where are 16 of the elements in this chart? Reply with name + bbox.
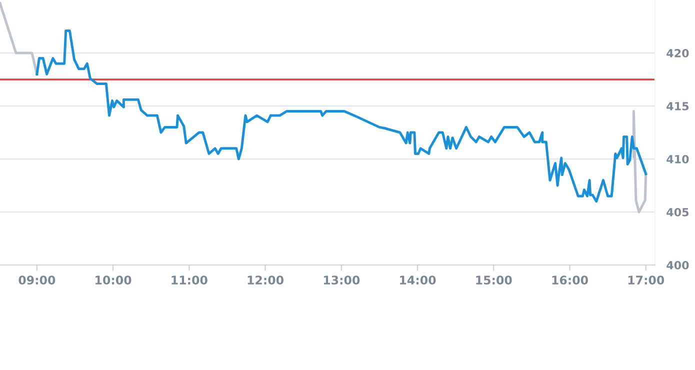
x-tick-label: 15:00 xyxy=(476,276,512,285)
line-series xyxy=(36,29,648,203)
x-tick-label: 09:00 xyxy=(18,276,56,285)
x-tick-label: 12:00 xyxy=(248,276,284,285)
x-tick-label: 10:00 xyxy=(96,276,132,285)
x-tick-label: 17:00 xyxy=(628,276,664,285)
y-tick-label: 410 xyxy=(666,154,689,164)
x-tick-label: 14:00 xyxy=(400,276,436,285)
line-series xyxy=(632,110,648,214)
y-tick-label: 405 xyxy=(666,208,689,216)
x-tick-label: 13:00 xyxy=(324,276,360,285)
y-tick-label: 415 xyxy=(666,102,689,110)
x-tick-label: 16:00 xyxy=(552,276,588,285)
y-tick-label: 400 xyxy=(666,260,689,270)
y-tick-label: 420 xyxy=(666,48,689,58)
x-tick-label: 11:00 xyxy=(172,276,208,285)
